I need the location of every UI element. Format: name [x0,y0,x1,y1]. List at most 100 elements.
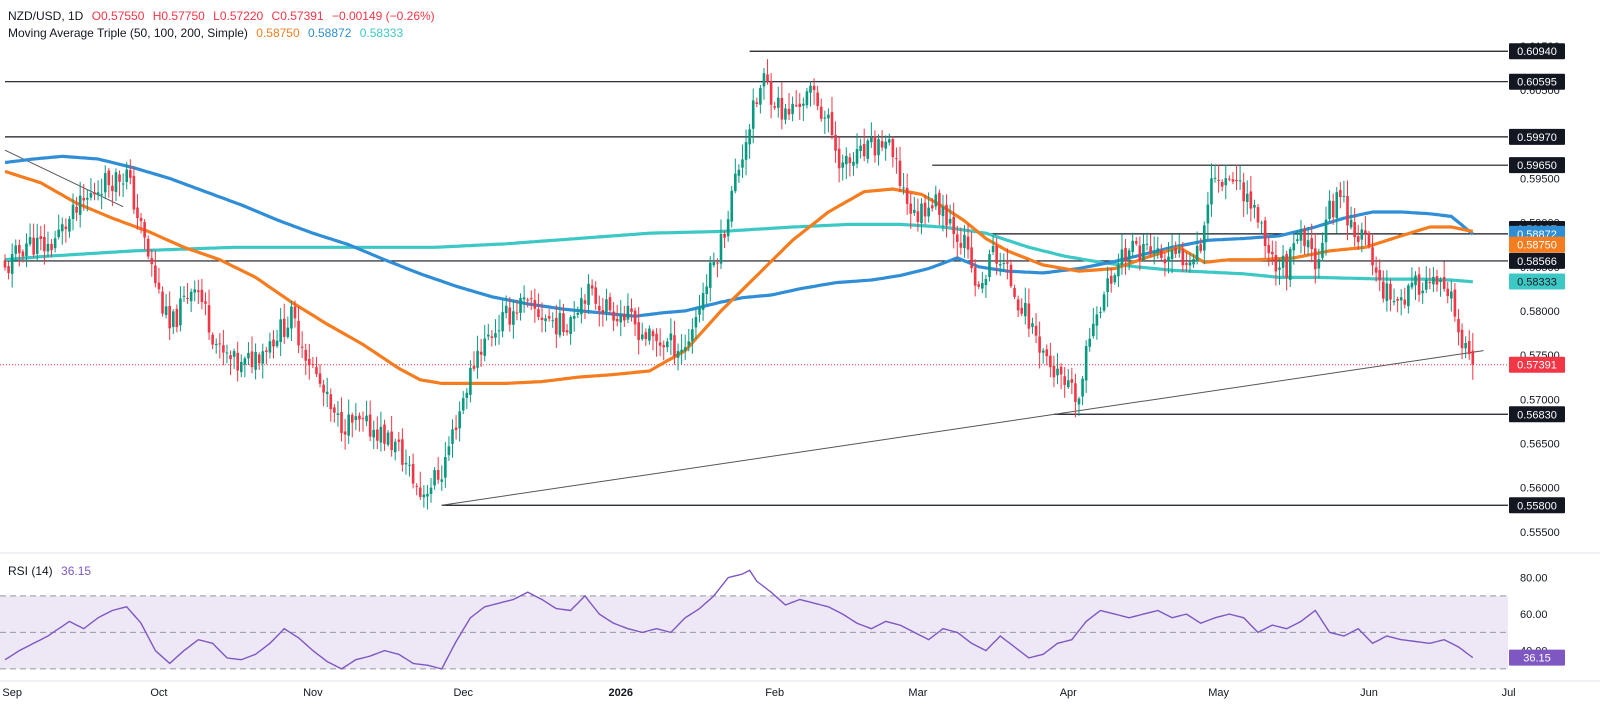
candle-body[interactable] [820,107,823,119]
candle-body[interactable] [86,198,89,200]
candle-body[interactable] [1257,207,1260,222]
candle-body[interactable] [40,236,43,239]
candle-body[interactable] [390,432,393,451]
candle-body[interactable] [193,289,196,292]
candle-body[interactable] [1217,180,1220,181]
candle-body[interactable] [347,415,350,436]
candle-body[interactable] [140,218,143,221]
candle-body[interactable] [1421,291,1424,294]
candle-body[interactable] [351,415,354,423]
candle-body[interactable] [312,364,315,365]
candle-body[interactable] [888,139,891,142]
candle-body[interactable] [437,470,440,480]
candle-body[interactable] [952,217,955,234]
candle-body[interactable] [79,196,82,215]
candle-body[interactable] [920,204,923,224]
candle-body[interactable] [204,301,207,303]
candle-body[interactable] [770,81,773,104]
candle-body[interactable] [415,486,418,487]
candle-body[interactable] [687,341,690,345]
candle-body[interactable] [283,319,286,337]
candle-body[interactable] [999,264,1002,265]
candle-body[interactable] [548,316,551,319]
candle-body[interactable] [616,319,619,321]
candle-body[interactable] [1146,244,1149,245]
candle-body[interactable] [1035,326,1038,336]
candle-body[interactable] [995,246,998,264]
candle-body[interactable] [838,149,841,169]
candle-body[interactable] [1407,285,1410,306]
candle-body[interactable] [720,234,723,264]
candle-body[interactable] [61,224,64,231]
candle-body[interactable] [870,138,873,142]
candle-body[interactable] [247,353,250,358]
candle-body[interactable] [469,368,472,395]
candle-body[interactable] [65,227,68,230]
candle-body[interactable] [1096,314,1099,325]
candle-body[interactable] [186,298,189,299]
candle-body[interactable] [544,318,547,321]
candle-body[interactable] [992,246,995,252]
candle-body[interactable] [698,309,701,315]
candle-body[interactable] [784,108,787,119]
candle-body[interactable] [508,307,511,324]
candle-body[interactable] [1267,245,1270,253]
candle-body[interactable] [1278,268,1281,270]
candle-body[interactable] [1418,274,1421,294]
candle-body[interactable] [1264,220,1267,246]
candle-body[interactable] [702,293,705,310]
candle-body[interactable] [1429,282,1432,283]
candle-body[interactable] [1156,248,1159,253]
candle-body[interactable] [1464,343,1467,348]
candle-body[interactable] [705,286,708,294]
candle-body[interactable] [748,129,751,144]
candle-body[interactable] [1196,246,1199,262]
candle-body[interactable] [781,98,784,120]
candle-body[interactable] [383,425,386,444]
candle-body[interactable] [408,465,411,466]
candle-body[interactable] [1275,255,1278,271]
candle-body[interactable] [824,118,827,119]
candle-body[interactable] [1314,248,1317,269]
candle-body[interactable] [423,495,426,498]
candle-body[interactable] [90,193,93,198]
candle-body[interactable] [1339,190,1342,197]
candle-body[interactable] [863,144,866,156]
candle-body[interactable] [1210,178,1213,204]
candle-body[interactable] [902,187,905,188]
candle-body[interactable] [1103,294,1106,310]
candle-body[interactable] [1174,248,1177,254]
candle-body[interactable] [1160,250,1163,258]
candle-body[interactable] [927,208,930,217]
candle-body[interactable] [458,411,461,428]
candle-body[interactable] [11,254,14,274]
candle-body[interactable] [168,306,171,328]
candle-body[interactable] [562,313,565,332]
candle-body[interactable] [634,311,637,325]
candle-body[interactable] [756,102,759,104]
candle-body[interactable] [97,192,100,195]
candle-body[interactable] [1185,263,1188,265]
candle-body[interactable] [505,306,508,313]
candle-body[interactable] [1450,292,1453,299]
candle-body[interactable] [372,430,375,438]
candle-body[interactable] [609,297,612,310]
candle-body[interactable] [645,332,648,339]
candle-body[interactable] [362,418,365,419]
candle-body[interactable] [605,299,608,312]
candle-body[interactable] [1361,229,1364,239]
candle-body[interactable] [723,234,726,238]
candle-body[interactable] [809,86,812,93]
candle-body[interactable] [111,186,114,191]
candle-body[interactable] [287,328,290,337]
candle-body[interactable] [240,362,243,372]
candle-body[interactable] [1024,303,1027,316]
candle-body[interactable] [566,330,569,332]
candle-body[interactable] [462,398,465,410]
candle-body[interactable] [1282,256,1285,268]
candle-body[interactable] [394,442,397,452]
candle-body[interactable] [938,193,941,215]
candle-body[interactable] [1099,312,1102,313]
candle-body[interactable] [1128,250,1131,259]
candle-body[interactable] [530,298,533,299]
